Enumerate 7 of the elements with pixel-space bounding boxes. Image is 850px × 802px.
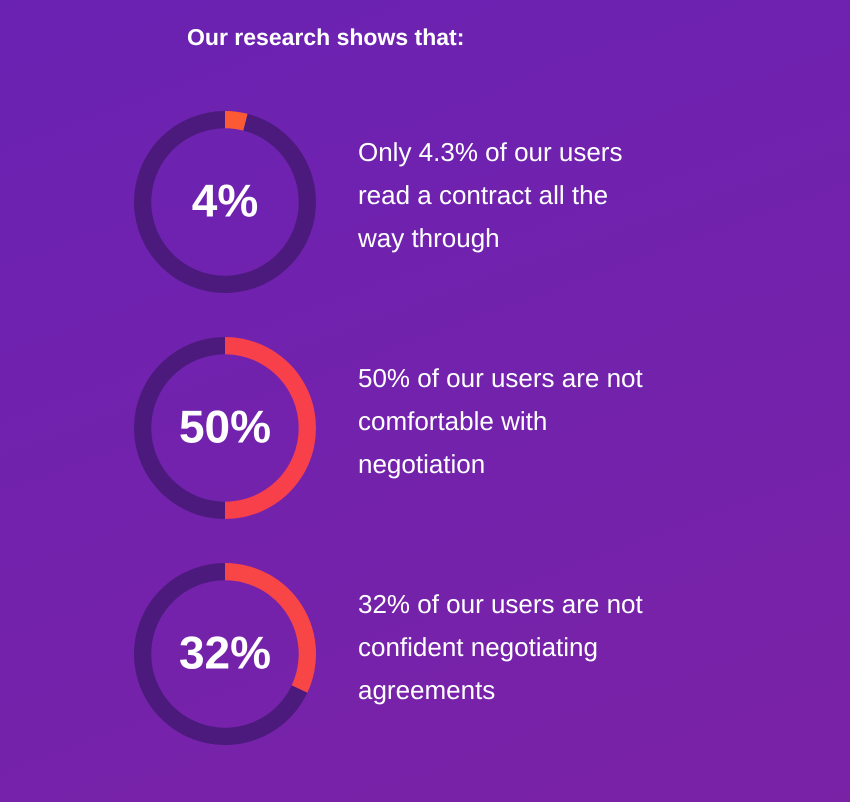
chart-title: Our research shows that: [187, 24, 464, 51]
data-label: 50% [178, 400, 272, 453]
data-label: 4% [192, 174, 258, 227]
text: 32% of our users are not confident negotiating agreements [358, 588, 644, 707]
text: Only 4.3% of our users read a contract all the way through [358, 136, 624, 255]
text: 50% of our users are not comfortable with negotiation [358, 362, 644, 481]
data-label: 32% [178, 626, 272, 679]
